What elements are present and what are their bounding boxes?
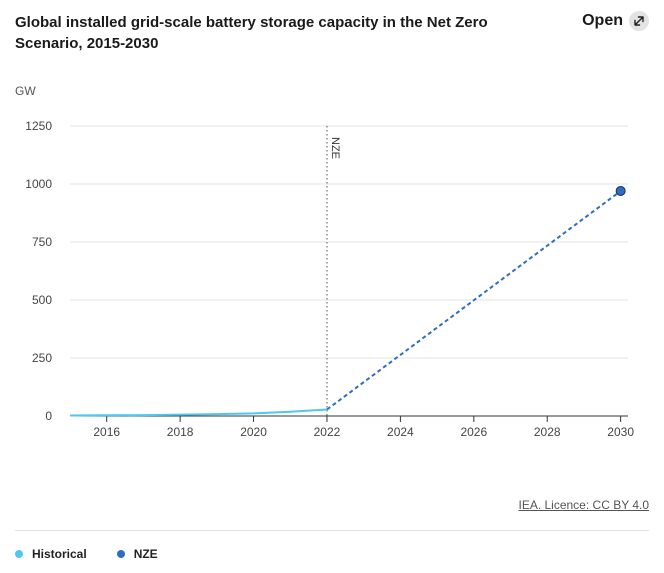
x-tick-label-2028: 2028 — [534, 425, 561, 439]
y-axis-ticks: 0 250 500 750 1000 1250 — [25, 119, 52, 423]
x-axis-ticks: 2016 2018 2020 2022 2024 2026 2028 2030 — [93, 416, 634, 439]
y-tick-label-1250: 1250 — [25, 119, 52, 133]
y-tick-label-250: 250 — [32, 351, 52, 365]
x-tick-label-2020: 2020 — [240, 425, 267, 439]
x-tick-label-2026: 2026 — [460, 425, 487, 439]
open-button[interactable]: Open — [582, 11, 649, 31]
y-tick-label-1000: 1000 — [25, 177, 52, 191]
legend-swatch-historical — [15, 550, 23, 558]
legend-swatch-nze — [116, 550, 125, 558]
legend-divider — [15, 530, 649, 531]
source-link[interactable]: IEA. Licence: CC BY 4.0 — [518, 498, 649, 512]
gridlines — [70, 125, 628, 417]
legend: Historical NZE — [15, 547, 158, 561]
open-button-label: Open — [582, 12, 623, 29]
legend-item-nze[interactable]: NZE — [116, 547, 158, 561]
nze-reference-label: NZE — [329, 137, 341, 159]
y-axis-unit: GW — [15, 84, 36, 98]
legend-label-historical: Historical — [32, 547, 87, 561]
expand-arrow-icon — [629, 11, 649, 31]
y-tick-label-500: 500 — [32, 293, 52, 307]
x-tick-label-2018: 2018 — [167, 425, 194, 439]
x-tick-label-2022: 2022 — [314, 425, 341, 439]
y-tick-label-750: 750 — [32, 235, 52, 249]
x-tick-label-2016: 2016 — [93, 425, 120, 439]
legend-item-historical[interactable]: Historical — [15, 547, 87, 561]
chart-title: Global installed grid-scale battery stor… — [15, 14, 488, 52]
x-tick-label-2030: 2030 — [607, 425, 634, 439]
y-tick-label-0: 0 — [45, 409, 52, 423]
series-lines — [69, 185, 626, 417]
series-line-historical — [69, 408, 328, 417]
nze-annotation: NZE — [326, 126, 341, 416]
series-line-nze — [326, 190, 622, 411]
legend-label-nze: NZE — [133, 547, 158, 561]
end-point-nze — [615, 185, 626, 196]
x-tick-label-2024: 2024 — [387, 425, 414, 439]
